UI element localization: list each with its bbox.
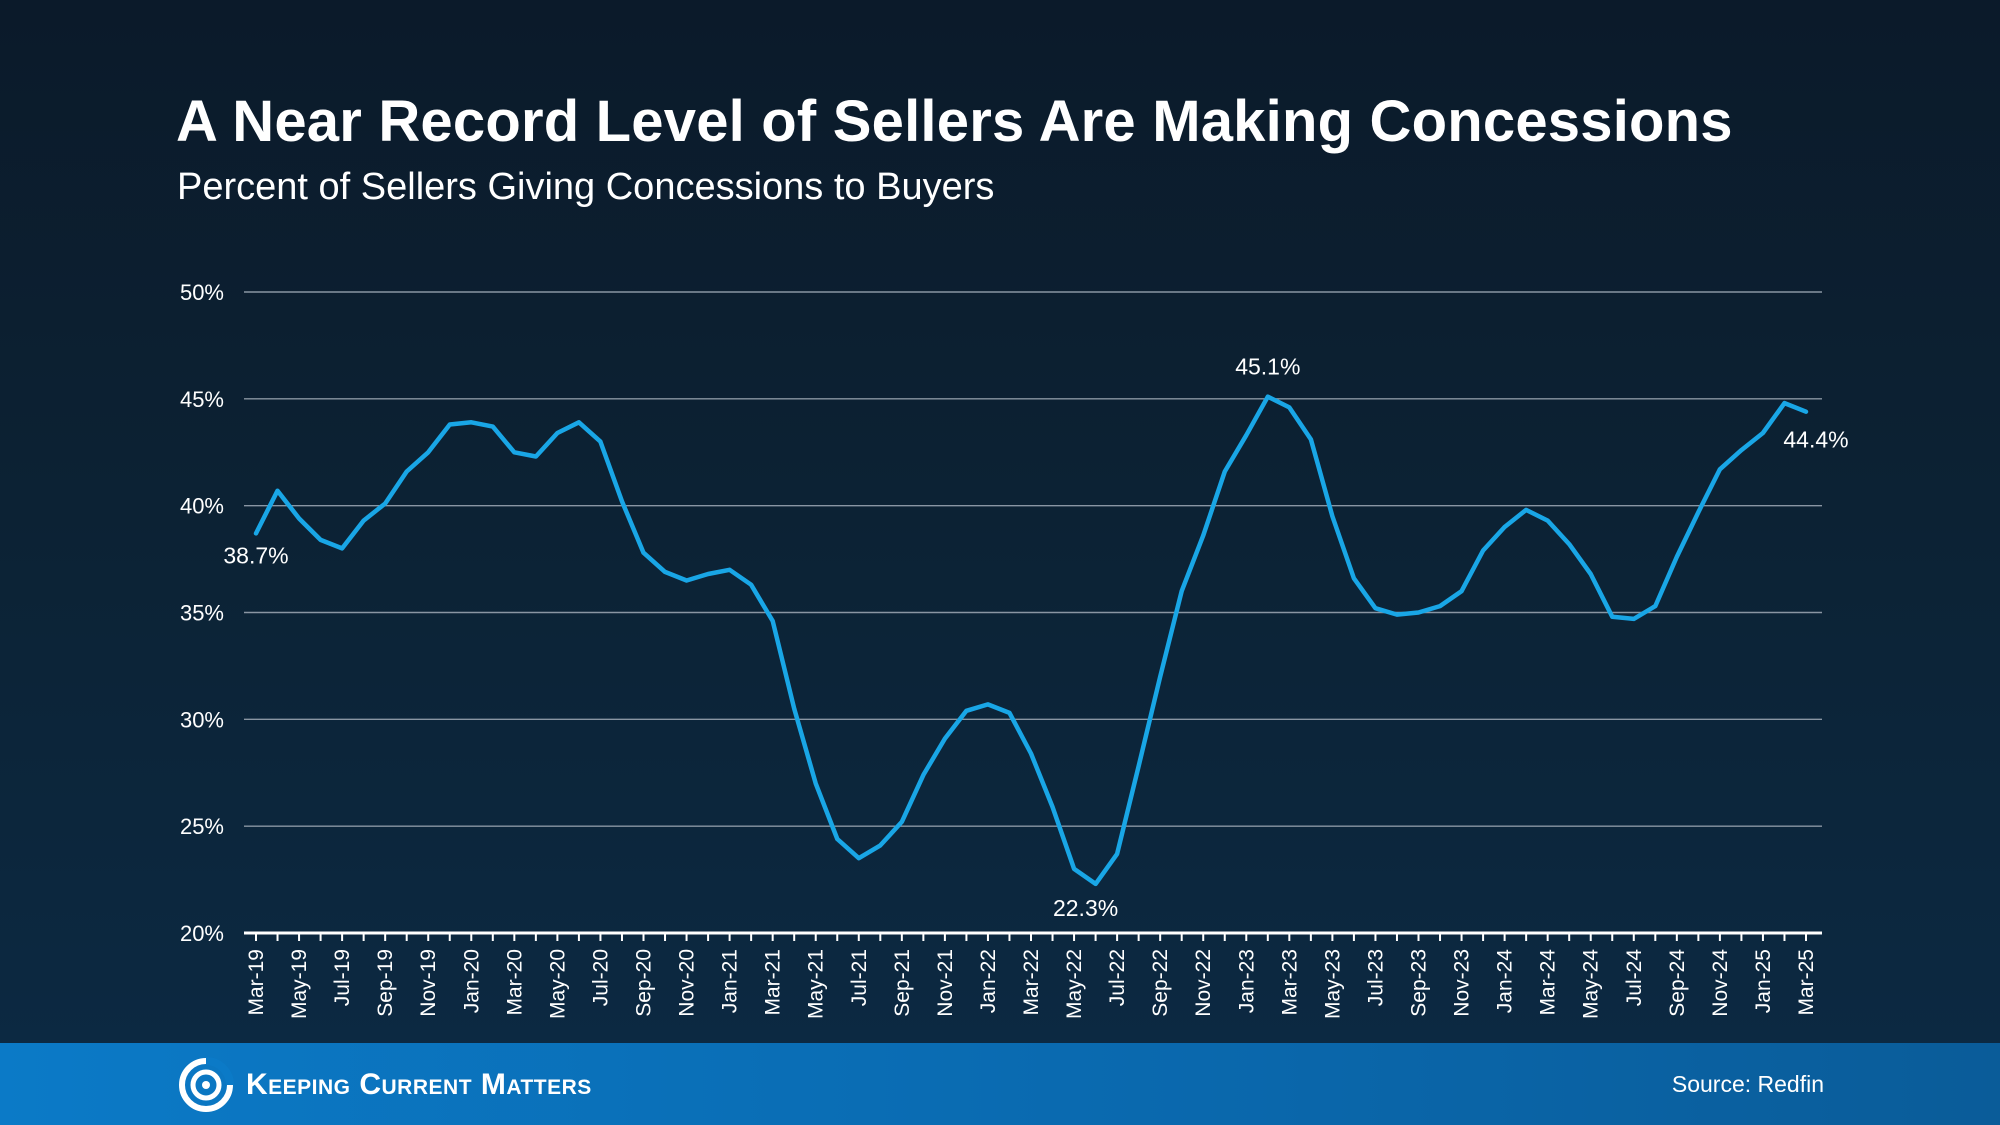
x-tick-label: Jul-20	[589, 949, 612, 1006]
x-tick-label: Nov-21	[934, 949, 957, 1017]
x-tick-label: May-19	[288, 949, 311, 1019]
data-label: 45.1%	[1235, 354, 1300, 380]
x-tick-label: May-22	[1063, 949, 1086, 1019]
chart-subtitle: Percent of Sellers Giving Concessions to…	[177, 166, 995, 208]
x-tick-label: Mar-19	[245, 949, 268, 1016]
y-tick-label: 35%	[180, 601, 224, 626]
x-tick-label: Nov-23	[1451, 949, 1474, 1017]
x-tick-label: Nov-22	[1192, 949, 1215, 1017]
x-axis-ticks: Mar-19 May-19 Jul-19 Sep-19 Nov-19 Jan-20 Mar-…	[245, 933, 1818, 1019]
y-tick-label: 20%	[180, 921, 224, 946]
x-tick-label: Sep-24	[1666, 949, 1689, 1017]
x-tick-label: Mar-21	[762, 949, 785, 1016]
spiral-logo-icon	[179, 1057, 234, 1112]
gridlines	[244, 291, 1822, 935]
brand-logo[interactable]: Keeping Current Matters	[178, 1057, 592, 1113]
brand-name: Keeping Current Matters	[246, 1068, 592, 1101]
annotations: 38.7% 22.3% 45.1% 44.4%	[223, 354, 1848, 921]
x-tick-label: Mar-24	[1537, 949, 1560, 1016]
y-tick-label: 45%	[180, 387, 224, 412]
y-tick-label: 25%	[180, 814, 224, 839]
footer-bar: Keeping Current Matters Source: Redfin	[0, 1043, 2000, 1125]
chart-title: A Near Record Level of Sellers Are Makin…	[176, 89, 1733, 154]
x-tick-label: Sep-22	[1149, 949, 1172, 1017]
x-tick-label: May-21	[805, 949, 828, 1019]
y-axis-ticks: 20% 25% 30% 35% 40% 45% 50%	[180, 280, 224, 946]
x-tick-label: May-23	[1321, 949, 1344, 1019]
y-tick-label: 50%	[180, 280, 224, 305]
x-tick-label: Jan-25	[1752, 949, 1775, 1013]
line-chart: 20% 25% 30% 35% 40% 45% 50% Mar-19 May-19 Jul-19…	[180, 280, 1848, 1019]
x-tick-label: Jan-21	[719, 949, 742, 1013]
x-tick-label: Sep-19	[374, 949, 397, 1017]
x-tick-label: Sep-20	[633, 949, 656, 1017]
x-tick-label: Jan-24	[1494, 949, 1517, 1014]
data-label: 38.7%	[223, 542, 288, 568]
x-tick-label: Jul-24	[1623, 949, 1646, 1007]
x-tick-label: Jan-23	[1235, 949, 1258, 1013]
y-tick-label: 40%	[180, 494, 224, 519]
data-series	[253, 394, 1809, 887]
y-tick-label: 30%	[180, 707, 224, 732]
x-tick-label: May-24	[1580, 949, 1603, 1019]
x-tick-label: Jan-20	[460, 949, 483, 1013]
x-tick-label: May-20	[546, 949, 569, 1019]
x-tick-label: Mar-25	[1795, 949, 1818, 1016]
x-tick-label: Mar-22	[1020, 949, 1043, 1016]
x-tick-label: Sep-23	[1408, 949, 1431, 1017]
x-tick-label: Jan-22	[977, 949, 1000, 1013]
x-tick-label: Nov-24	[1709, 949, 1732, 1017]
x-tick-label: Jul-21	[848, 949, 871, 1006]
x-tick-label: Sep-21	[891, 949, 914, 1017]
x-tick-label: Mar-20	[503, 949, 526, 1016]
x-tick-label: Nov-19	[417, 949, 440, 1017]
data-label: 44.4%	[1783, 427, 1848, 453]
x-tick-label: Nov-20	[676, 949, 699, 1017]
x-tick-label: Jul-23	[1364, 949, 1387, 1006]
x-tick-label: Mar-23	[1278, 949, 1301, 1016]
x-tick-label: Jul-19	[331, 949, 354, 1006]
data-label: 22.3%	[1053, 895, 1118, 921]
series-line	[253, 394, 1809, 887]
x-tick-label: Jul-22	[1106, 949, 1129, 1006]
source-note: Source: Redfin	[1671, 1071, 1824, 1097]
